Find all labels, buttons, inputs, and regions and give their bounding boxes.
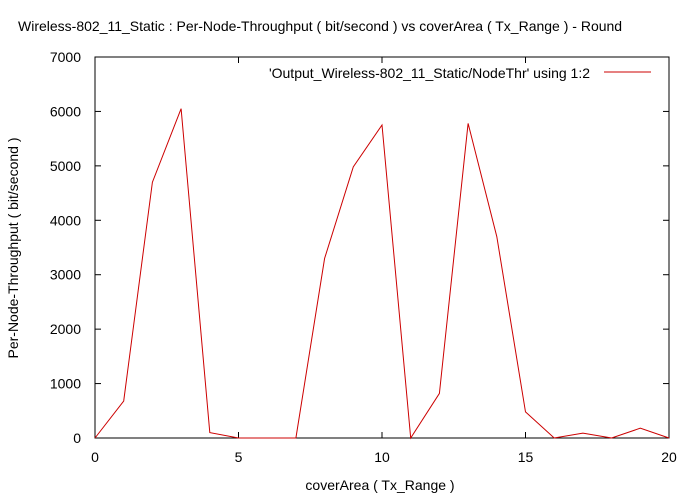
legend-entry-label: 'Output_Wireless-802_11_Static/NodeThr' …	[269, 65, 590, 81]
y-tick-label: 3000	[50, 267, 81, 283]
y-axis-ticks: 0 1000 2000 3000 4000 5000 6000 7000	[50, 49, 669, 446]
y-tick-label: 0	[73, 430, 81, 446]
x-axis-label: coverArea ( Tx_Range )	[305, 477, 454, 493]
y-tick-label: 1000	[50, 376, 81, 392]
y-tick-label: 7000	[50, 49, 81, 65]
series-line	[94, 108, 670, 440]
x-tick-label: 15	[518, 449, 534, 465]
y-tick-label: 4000	[50, 212, 81, 228]
y-tick-label: 6000	[50, 103, 81, 119]
x-axis-ticks: 0 5 10 15 20	[91, 57, 677, 465]
y-axis-label: Per-Node-Throughput ( bit/second )	[5, 138, 21, 359]
legend: 'Output_Wireless-802_11_Static/NodeThr' …	[269, 65, 651, 81]
chart-title: Wireless-802_11_Static : Per-Node-Throug…	[18, 18, 622, 34]
x-tick-label: 20	[661, 449, 677, 465]
y-tick-label: 5000	[50, 158, 81, 174]
y-tick-label: 2000	[50, 321, 81, 337]
x-tick-label: 5	[235, 449, 243, 465]
x-tick-label: 0	[91, 449, 99, 465]
series-layer	[94, 108, 670, 440]
x-tick-label: 10	[374, 449, 390, 465]
